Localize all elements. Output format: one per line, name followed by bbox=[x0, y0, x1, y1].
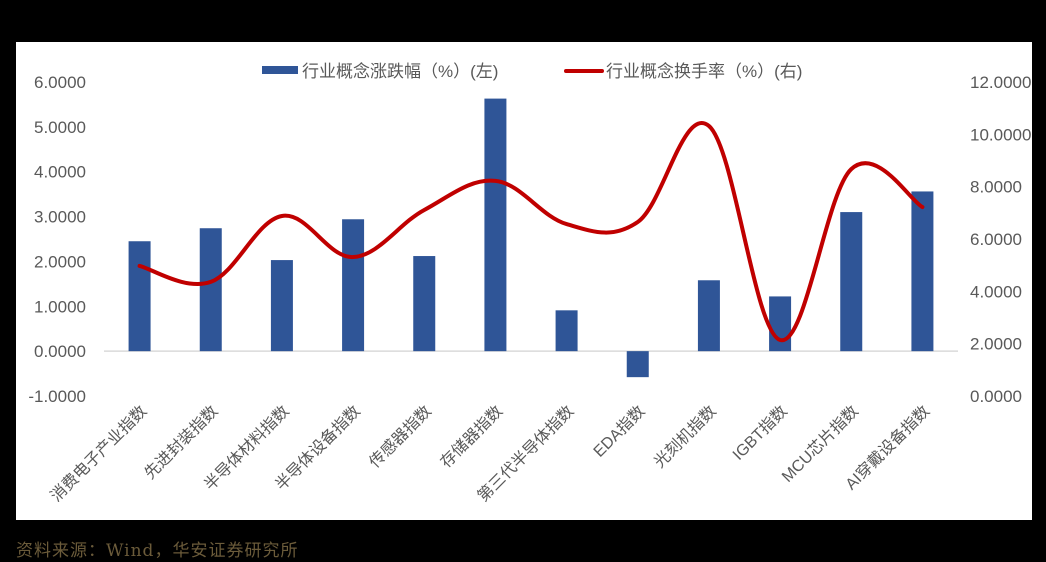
right-axis-tick: 8.0000 bbox=[970, 178, 1022, 197]
left-axis-tick: 5.0000 bbox=[34, 118, 86, 137]
category-label: 存储器指数 bbox=[437, 402, 506, 471]
bar bbox=[697, 280, 720, 352]
left-axis-tick: 3.0000 bbox=[34, 208, 86, 227]
category-label: 光刻机指数 bbox=[650, 402, 719, 471]
bar bbox=[484, 98, 507, 352]
bar bbox=[342, 219, 365, 352]
right-axis-tick: 10.0000 bbox=[970, 125, 1031, 144]
source-note: 资料来源：Wind，华安证券研究所 bbox=[16, 541, 299, 561]
right-axis-tick: 2.0000 bbox=[970, 335, 1022, 354]
legend-bar-label: 行业概念涨跌幅（%）(左) bbox=[302, 61, 498, 81]
bar bbox=[840, 212, 863, 352]
category-label: EDA指数 bbox=[590, 402, 649, 461]
combo-chart: 6.0000 5.0000 4.0000 3.0000 2.0000 1.0000 0.00… bbox=[28, 61, 1031, 505]
right-axis-tick: 12.0000 bbox=[970, 73, 1031, 92]
right-axis-tick: 6.0000 bbox=[970, 230, 1022, 249]
legend-bar-swatch bbox=[262, 66, 298, 74]
right-axis-tick: 4.0000 bbox=[970, 282, 1022, 301]
bar bbox=[413, 256, 436, 352]
bar bbox=[555, 310, 578, 352]
left-axis-tick: 4.0000 bbox=[34, 163, 86, 182]
left-axis-tick: 1.0000 bbox=[34, 297, 86, 316]
left-axis-tick: 0.0000 bbox=[34, 342, 86, 361]
chart-panel: 6.0000 5.0000 4.0000 3.0000 2.0000 1.0000 0.00… bbox=[16, 42, 1032, 520]
turnover-line bbox=[137, 121, 925, 343]
left-axis-tick: -1.0000 bbox=[28, 387, 86, 406]
category-label: 传感器指数 bbox=[366, 402, 435, 471]
legend: 行业概念涨跌幅（%）(左) 行业概念换手率（%）(右) bbox=[262, 61, 802, 81]
category-label: IGBT指数 bbox=[729, 402, 791, 464]
legend-line-label: 行业概念换手率（%）(右) bbox=[606, 61, 802, 81]
bar bbox=[626, 351, 649, 378]
left-axis-tick: 6.0000 bbox=[34, 73, 86, 92]
bar bbox=[911, 191, 934, 352]
bar bbox=[769, 296, 792, 352]
bar bbox=[199, 228, 222, 352]
category-label: 先进封装指数 bbox=[141, 402, 222, 483]
right-axis-tick: 0.0000 bbox=[970, 387, 1022, 406]
category-label: 消费电子产业指数 bbox=[47, 402, 150, 505]
left-axis-tick: 2.0000 bbox=[34, 252, 86, 271]
bar bbox=[270, 260, 293, 352]
bar bbox=[128, 241, 151, 352]
